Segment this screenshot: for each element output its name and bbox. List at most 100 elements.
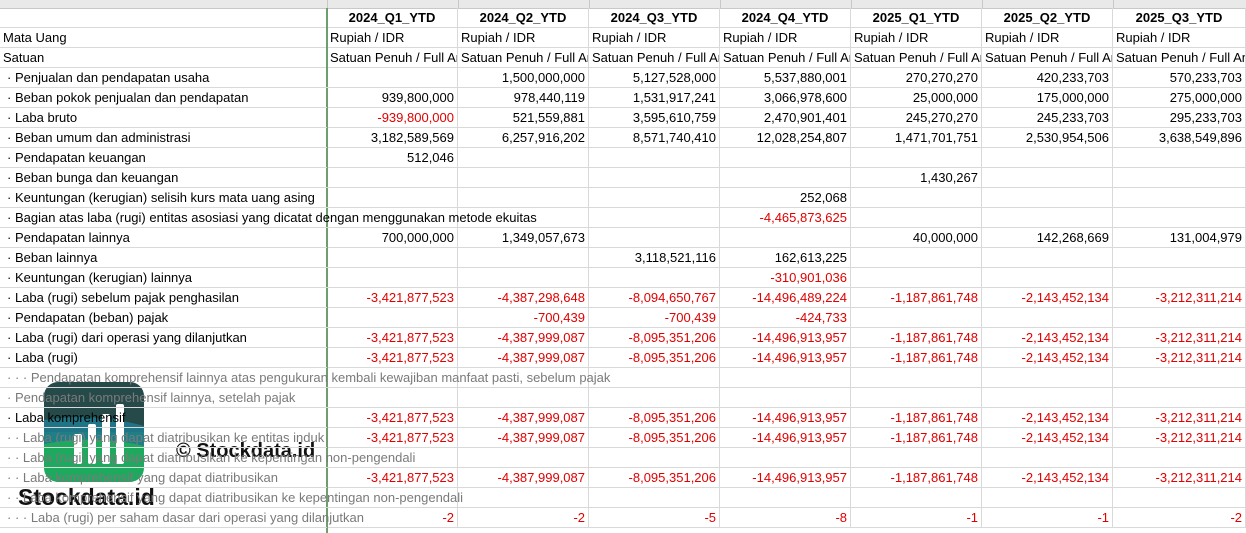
row-label-cell[interactable]: · Beban bunga dan keuangan	[0, 168, 851, 188]
header-period-cell[interactable]: 2025_Q3_YTD	[1113, 8, 1246, 28]
value-cell[interactable]: 295,233,703	[1113, 108, 1246, 128]
value-cell[interactable]: -8,094,650,767	[589, 288, 720, 308]
value-cell[interactable]: -310,901,036	[720, 268, 851, 288]
value-cell[interactable]: 939,800,000	[327, 88, 458, 108]
value-cell[interactable]	[1113, 308, 1246, 328]
value-cell[interactable]: 1,531,917,241	[589, 88, 720, 108]
value-cell[interactable]	[982, 188, 1113, 208]
value-cell[interactable]: -1,187,861,748	[851, 288, 982, 308]
meta-value-cell[interactable]: Satuan Penuh / Full Amount	[589, 48, 720, 68]
value-cell[interactable]	[589, 148, 720, 168]
value-cell[interactable]: -3,212,311,214	[1113, 428, 1246, 448]
value-cell[interactable]: -3,421,877,523	[327, 348, 458, 368]
value-cell[interactable]: -3,421,877,523	[327, 428, 458, 448]
value-cell[interactable]: -1,187,861,748	[851, 408, 982, 428]
value-cell[interactable]: -2,143,452,134	[982, 468, 1113, 488]
value-cell[interactable]	[982, 208, 1113, 228]
value-cell[interactable]: 2,470,901,401	[720, 108, 851, 128]
meta-value-cell[interactable]: Rupiah / IDR	[327, 28, 458, 48]
value-cell[interactable]	[982, 268, 1113, 288]
value-cell[interactable]: -2	[327, 508, 458, 528]
value-cell[interactable]: -3,421,877,523	[327, 408, 458, 428]
row-label-cell[interactable]: · Pendapatan lainnya	[0, 228, 327, 248]
value-cell[interactable]: -2,143,452,134	[982, 408, 1113, 428]
value-cell[interactable]: -3,212,311,214	[1113, 288, 1246, 308]
value-cell[interactable]	[1113, 188, 1246, 208]
value-cell[interactable]: -2,143,452,134	[982, 428, 1113, 448]
value-cell[interactable]: -14,496,913,957	[720, 328, 851, 348]
value-cell[interactable]: -3,212,311,214	[1113, 328, 1246, 348]
row-label-cell[interactable]: · Laba komprehensif	[0, 408, 327, 428]
value-cell[interactable]: -4,387,999,087	[458, 348, 589, 368]
meta-value-cell[interactable]: Satuan Penuh / Full Amount	[458, 48, 589, 68]
value-cell[interactable]: -14,496,913,957	[720, 408, 851, 428]
value-cell[interactable]: -700,439	[458, 308, 589, 328]
value-cell[interactable]: -2	[458, 508, 589, 528]
value-cell[interactable]	[720, 228, 851, 248]
value-cell[interactable]: 1,430,267	[851, 168, 982, 188]
value-cell[interactable]: -4,387,298,648	[458, 288, 589, 308]
value-cell[interactable]: -2,143,452,134	[982, 348, 1113, 368]
value-cell[interactable]	[982, 148, 1113, 168]
value-cell[interactable]: 245,233,703	[982, 108, 1113, 128]
value-cell[interactable]: -1	[982, 508, 1113, 528]
value-cell[interactable]: -939,800,000	[327, 108, 458, 128]
header-period-cell[interactable]: 2024_Q4_YTD	[720, 8, 851, 28]
value-cell[interactable]: -4,387,999,087	[458, 328, 589, 348]
value-cell[interactable]: -1,187,861,748	[851, 328, 982, 348]
value-cell[interactable]: 6,257,916,202	[458, 128, 589, 148]
row-label-cell[interactable]: · Laba (rugi) sebelum pajak penghasilan	[0, 288, 327, 308]
meta-value-cell[interactable]: Rupiah / IDR	[851, 28, 982, 48]
value-cell[interactable]: 5,537,880,001	[720, 68, 851, 88]
value-cell[interactable]: 12,028,254,807	[720, 128, 851, 148]
meta-value-cell[interactable]: Rupiah / IDR	[1113, 28, 1246, 48]
value-cell[interactable]: -14,496,913,957	[720, 428, 851, 448]
value-cell[interactable]: -8,095,351,206	[589, 428, 720, 448]
value-cell[interactable]	[851, 188, 982, 208]
header-period-cell[interactable]: 2024_Q1_YTD	[327, 8, 458, 28]
value-cell[interactable]: 25,000,000	[851, 88, 982, 108]
row-label-cell[interactable]: · · Laba (rugi) yang dapat diatribusikan…	[0, 448, 1244, 468]
value-cell[interactable]: -3,212,311,214	[1113, 468, 1246, 488]
value-cell[interactable]: -1,187,861,748	[851, 468, 982, 488]
value-cell[interactable]: 142,268,669	[982, 228, 1113, 248]
value-cell[interactable]	[1113, 248, 1246, 268]
value-cell[interactable]: -5	[589, 508, 720, 528]
value-cell[interactable]: 245,270,270	[851, 108, 982, 128]
value-cell[interactable]	[1113, 148, 1246, 168]
row-label-cell[interactable]: · · Laba (rugi) yang dapat diatribusikan…	[0, 428, 327, 448]
row-label-cell[interactable]: · Beban lainnya	[0, 248, 589, 268]
value-cell[interactable]: -3,421,877,523	[327, 328, 458, 348]
row-label-cell[interactable]: · · · Pendapatan komprehensif lainnya at…	[0, 368, 1244, 388]
row-label-cell[interactable]: · Keuntungan (kerugian) lainnya	[0, 268, 720, 288]
row-label-cell[interactable]: · Pendapatan keuangan	[0, 148, 327, 168]
value-cell[interactable]	[851, 148, 982, 168]
row-label-cell[interactable]: · Beban pokok penjualan dan pendapatan	[0, 88, 327, 108]
value-cell[interactable]	[1113, 268, 1246, 288]
value-cell[interactable]: 252,068	[720, 188, 851, 208]
meta-label-cell[interactable]: Mata Uang	[0, 28, 327, 48]
meta-value-cell[interactable]: Satuan Penuh / Full Amount	[982, 48, 1113, 68]
row-label-cell[interactable]: · Pendapatan (beban) pajak	[0, 308, 458, 328]
meta-value-cell[interactable]: Satuan Penuh / Full Amount	[720, 48, 851, 68]
value-cell[interactable]	[982, 248, 1113, 268]
value-cell[interactable]: -700,439	[589, 308, 720, 328]
row-label-cell[interactable]: · · · Laba (rugi) per saham dasar dari o…	[0, 508, 364, 528]
header-label-cell[interactable]	[0, 8, 327, 28]
value-cell[interactable]: 175,000,000	[982, 88, 1113, 108]
value-cell[interactable]: 570,233,703	[1113, 68, 1246, 88]
meta-value-cell[interactable]: Rupiah / IDR	[589, 28, 720, 48]
value-cell[interactable]: -8,095,351,206	[589, 408, 720, 428]
value-cell[interactable]	[851, 248, 982, 268]
value-cell[interactable]: 1,500,000,000	[458, 68, 589, 88]
value-cell[interactable]: -4,387,999,087	[458, 408, 589, 428]
value-cell[interactable]: 270,270,270	[851, 68, 982, 88]
value-cell[interactable]: 3,066,978,600	[720, 88, 851, 108]
value-cell[interactable]: -3,212,311,214	[1113, 408, 1246, 428]
row-label-cell[interactable]: · Laba bruto	[0, 108, 327, 128]
value-cell[interactable]: -2	[1113, 508, 1246, 528]
value-cell[interactable]: -424,733	[720, 308, 851, 328]
value-cell[interactable]	[1113, 168, 1246, 188]
header-period-cell[interactable]: 2024_Q3_YTD	[589, 8, 720, 28]
value-cell[interactable]: -2,143,452,134	[982, 328, 1113, 348]
